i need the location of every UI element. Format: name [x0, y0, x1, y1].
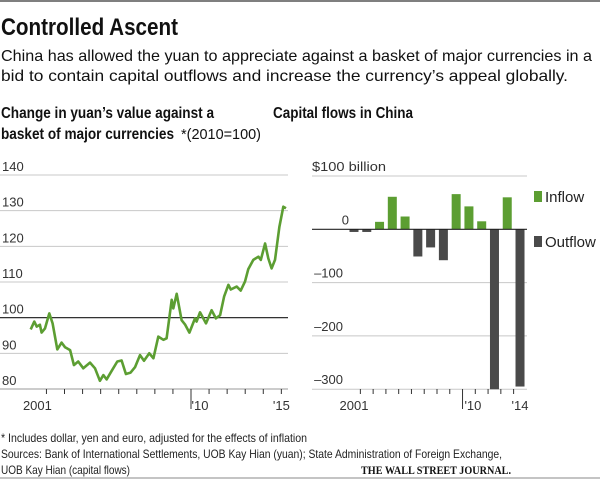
- sources-line-1: Sources: Bank of International Settlemen…: [1, 447, 502, 461]
- footnote: * Includes dollar, yen and euro, adjuste…: [1, 431, 307, 445]
- left-chart-title-note: *(2010=100): [181, 126, 261, 143]
- bar-2006: [413, 229, 423, 257]
- y-tick-label: 130: [2, 195, 24, 210]
- x-tick-label: '10: [192, 398, 209, 413]
- x-tick-label: '15: [273, 398, 290, 413]
- y-tick-label: 140: [2, 159, 24, 174]
- legend-swatch-inflow: [534, 191, 542, 202]
- bar-2009: [451, 194, 461, 230]
- wsj-logo: THE WALL STREET JOURNAL.: [361, 463, 511, 477]
- right-unit-label: $100 billion: [312, 159, 386, 174]
- y-tick-label: –100: [314, 266, 343, 281]
- y-tick-label: –200: [314, 319, 343, 334]
- sources-line-2: UOB Kay Hian (capital flows): [1, 463, 130, 477]
- legend-label-inflow: Inflow: [545, 189, 584, 206]
- subtitle-line-2: bid to contain capital outflows and incr…: [1, 68, 568, 85]
- right-chart-title: Capital flows in China: [273, 105, 413, 122]
- left-chart-title-1: Change in yuan’s value against a: [1, 105, 214, 122]
- y-tick-label: 80: [2, 373, 16, 388]
- bar-2010: [464, 206, 474, 230]
- bar-2004: [387, 196, 397, 230]
- legend-swatch-outflow: [534, 236, 542, 247]
- bar-2002: [362, 229, 372, 232]
- y-tick-label: 120: [2, 230, 24, 245]
- bar-2013: [502, 197, 512, 230]
- x-tick-label: '10: [464, 398, 481, 413]
- y-tick-label: 0: [342, 212, 349, 227]
- y-tick-label: 100: [2, 302, 24, 317]
- y-tick-label: –300: [314, 372, 343, 387]
- x-tick-label: 2001: [23, 398, 52, 413]
- bar-2008: [438, 229, 448, 261]
- capital-flows-bar-chart: $100 billion Inflow Outflow 0 –100 –200 –30…: [312, 159, 596, 413]
- bar-2007: [426, 229, 436, 248]
- bar-2003: [375, 221, 385, 230]
- page-title: Controlled Ascent: [1, 14, 178, 41]
- yuan-index-line: [29, 205, 287, 383]
- bar-2005: [400, 216, 410, 230]
- bar-2011: [477, 221, 487, 230]
- left-chart-title-2: basket of major currencies: [1, 126, 174, 143]
- bar-2014: [515, 229, 525, 387]
- x-tick-label: '14: [512, 398, 529, 413]
- yuan-line-chart: 80 90 100 110 120 130 140 2001 '10 '15: [0, 159, 290, 413]
- legend-label-outflow: Outflow: [545, 234, 596, 251]
- y-tick-label: 110: [2, 266, 23, 281]
- subtitle-line-1: China has allowed the yuan to appreciate…: [1, 48, 592, 65]
- bar-2012: [489, 229, 499, 390]
- x-tick-label: 2001: [340, 398, 369, 413]
- bar-2001: [349, 229, 359, 232]
- y-tick-label: 90: [2, 337, 16, 352]
